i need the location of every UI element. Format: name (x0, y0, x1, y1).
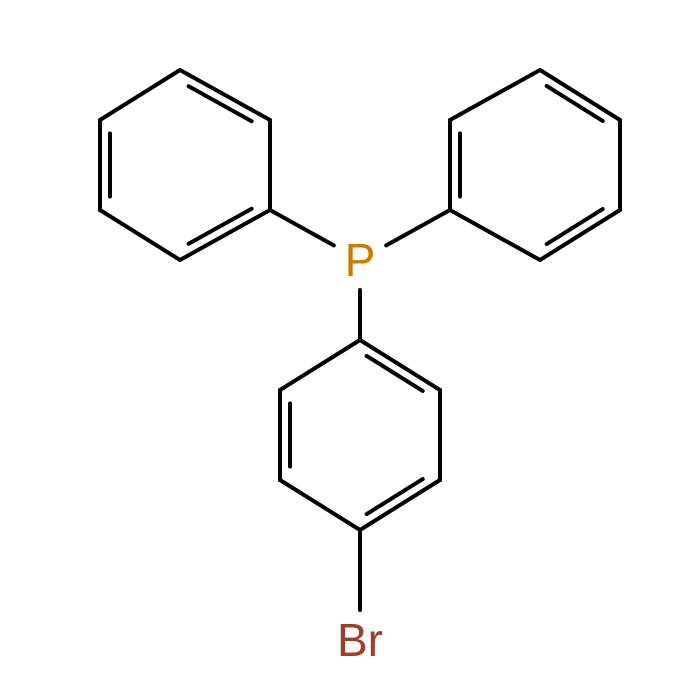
bond-line (180, 210, 270, 260)
bond-line (360, 480, 440, 530)
atom-label-p: P (345, 234, 376, 286)
bond-line (100, 210, 180, 260)
bond-line (540, 70, 620, 120)
bond-line (280, 480, 360, 530)
bond-line (100, 70, 180, 120)
bond-line (270, 210, 334, 245)
bond-line (450, 70, 540, 120)
bond-line (360, 340, 440, 390)
bond-line (180, 70, 270, 120)
molecule-canvas: P Br (0, 0, 700, 700)
bond-line (280, 340, 360, 390)
atom-label-br: Br (337, 614, 383, 666)
bond-line (450, 210, 540, 260)
bond-line (540, 210, 620, 260)
bond-line (386, 210, 450, 245)
